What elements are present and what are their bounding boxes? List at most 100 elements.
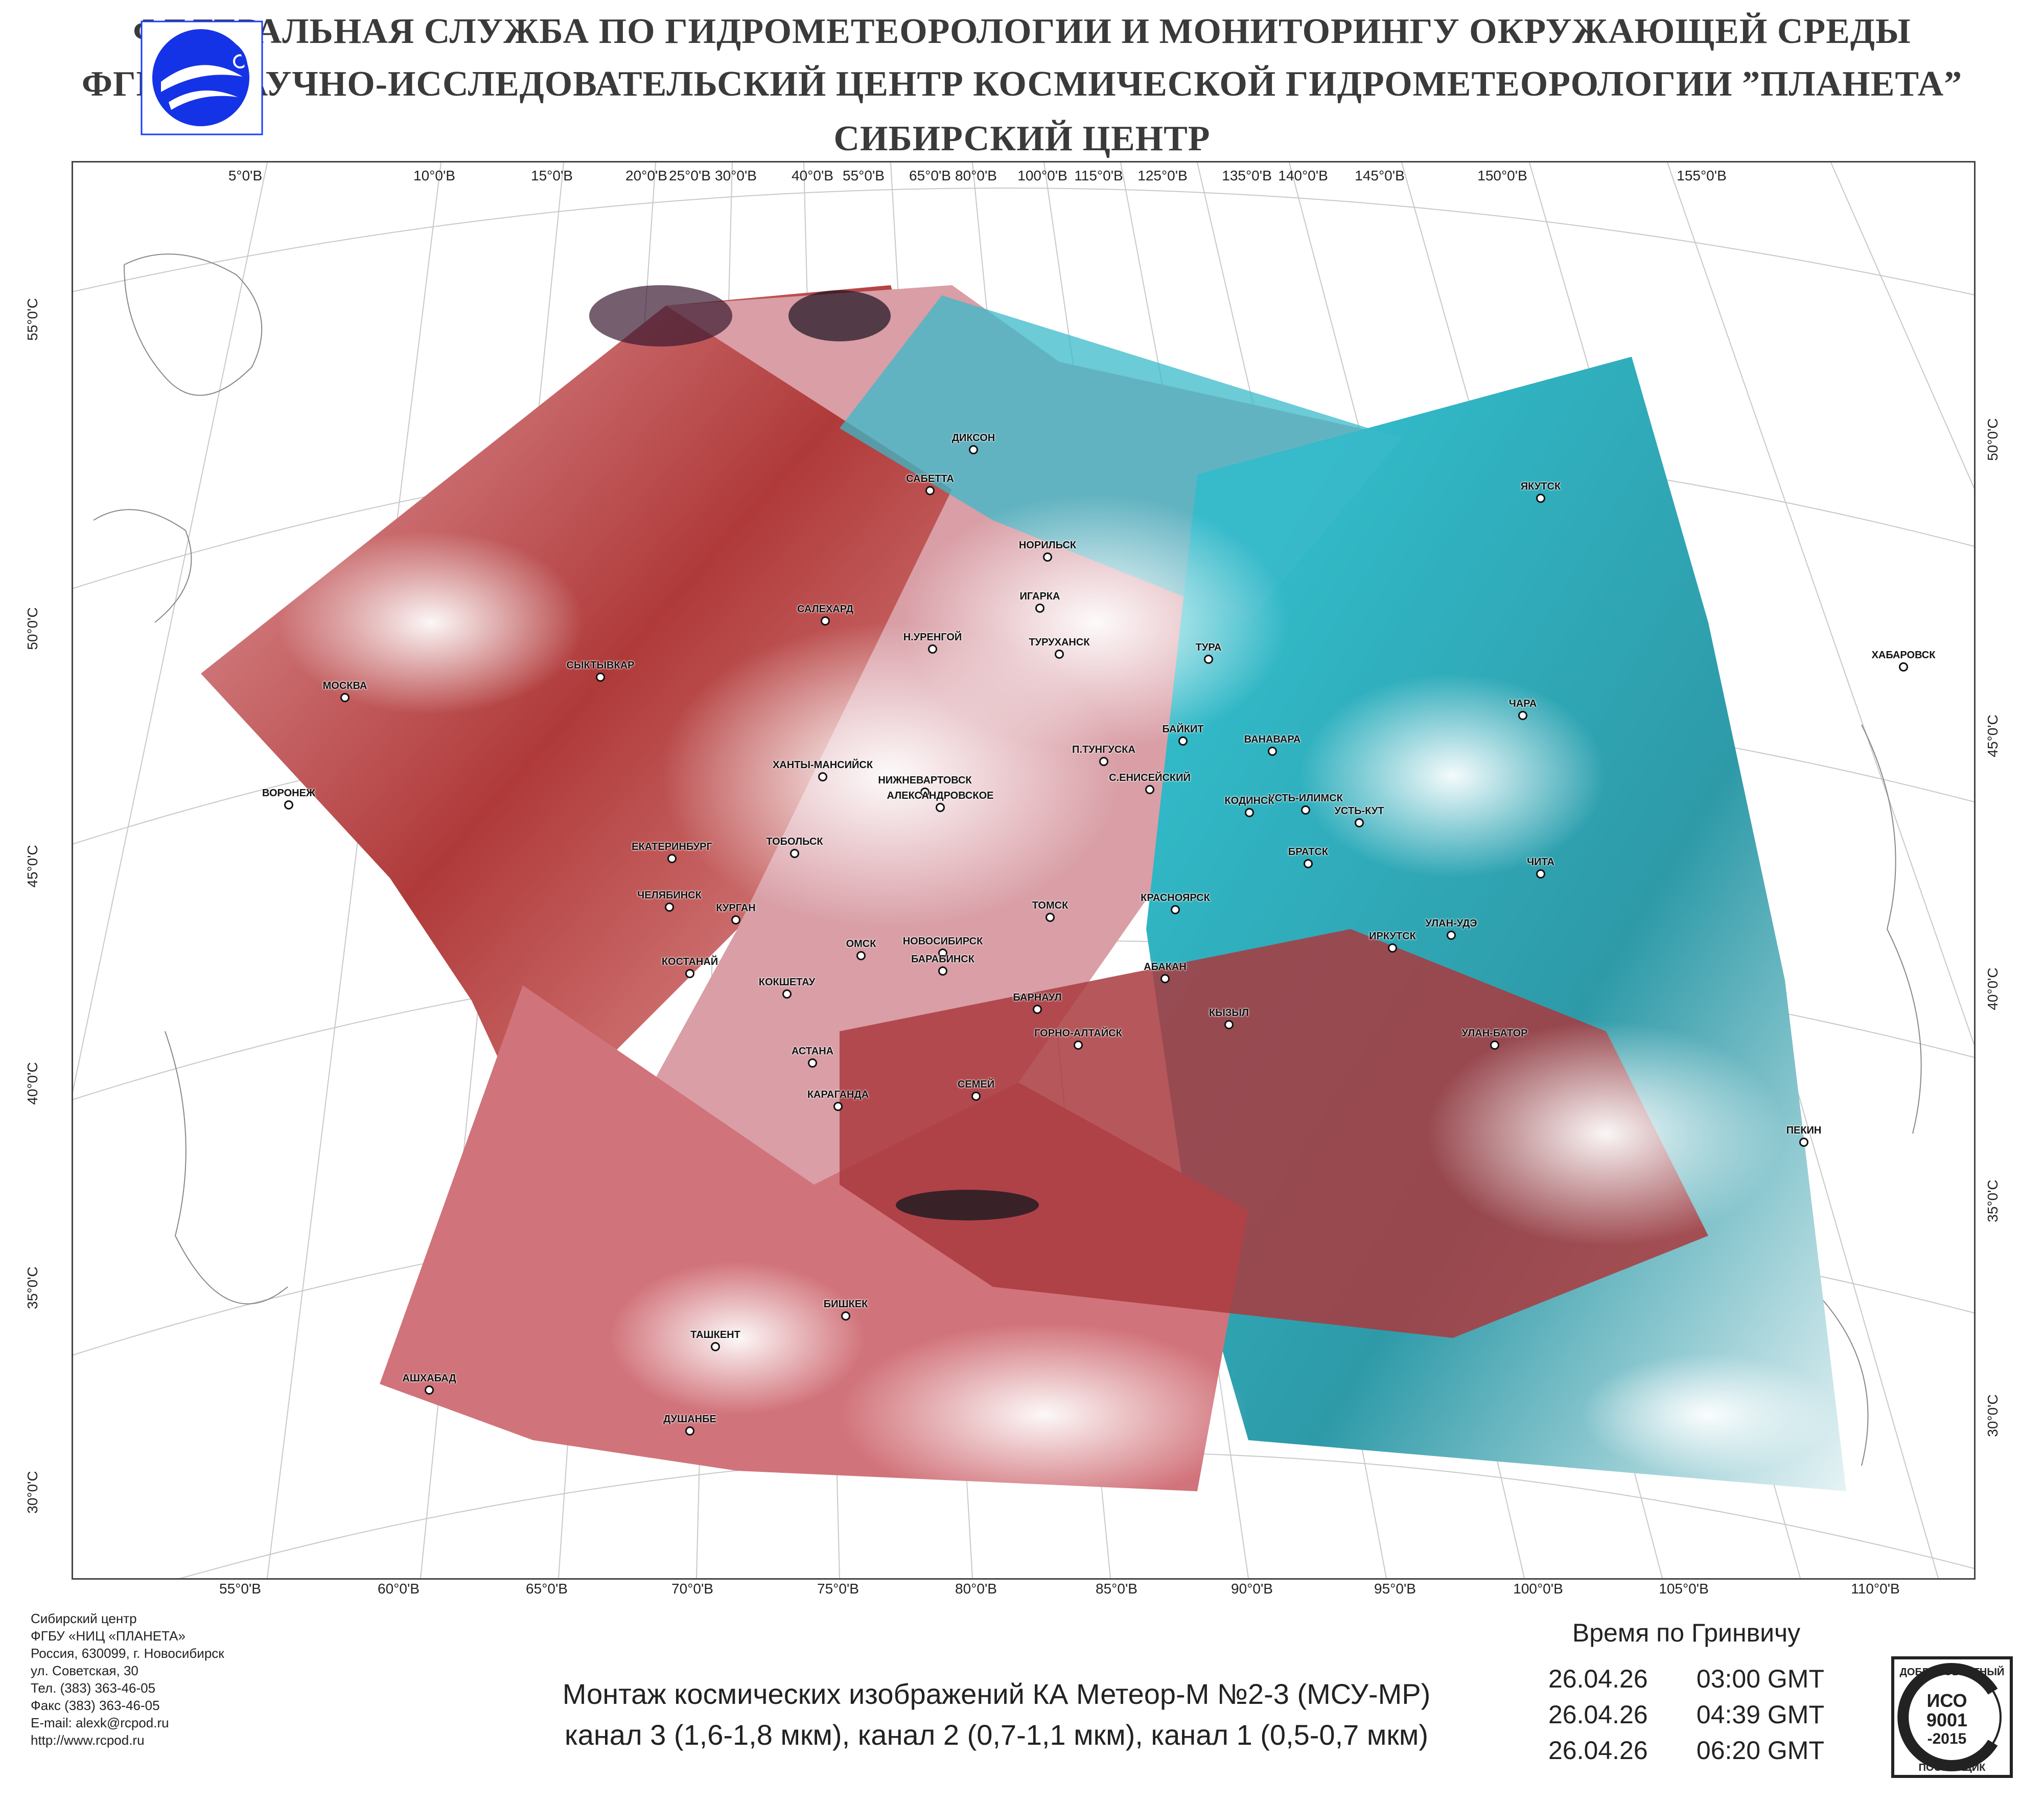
- city-label: САЛЕХАРД: [797, 604, 854, 615]
- left-latitude-label: 30°0'С: [25, 1471, 40, 1514]
- city-marker-icon: [790, 849, 799, 858]
- gmt-times: Время по Гринвичу 26.04.26 03:00 GMT 26.…: [1543, 1615, 1829, 1768]
- city-marker-icon: [1536, 869, 1545, 879]
- city-marker-icon: [1518, 711, 1527, 720]
- city-label: КУРГАН: [716, 903, 756, 914]
- city-label: ЧАРА: [1508, 698, 1537, 709]
- time-row: 26.04.26 04:39 GMT: [1543, 1697, 1829, 1732]
- phone-line: Тел. (383) 363-46-05: [31, 1680, 156, 1696]
- top-longitude-label: 145°0'В: [1355, 168, 1405, 183]
- coastlines: [93, 253, 1922, 1466]
- time-value: 06:20 GMT: [1696, 1736, 1824, 1765]
- city-marker-icon: [938, 949, 947, 958]
- top-longitude-label: 150°0'В: [1477, 168, 1527, 183]
- city-label: МОСКВА: [322, 680, 367, 691]
- top-longitude-label: 10°0'В: [413, 168, 455, 183]
- city-label: СЫКТЫВКАР: [566, 660, 635, 671]
- city-label: ХАБАРОВСК: [1871, 650, 1936, 661]
- city-marker-icon: [711, 1342, 720, 1351]
- bottom-longitude-label: 60°0'В: [378, 1581, 420, 1597]
- top-longitude-label: 140°0'В: [1278, 168, 1328, 183]
- city-marker-icon: [665, 903, 674, 912]
- bottom-longitude-label: 95°0'В: [1374, 1581, 1416, 1597]
- city-label: ТАШКЕНТ: [690, 1329, 740, 1340]
- city-label: КЫЗЫЛ: [1209, 1007, 1249, 1019]
- city-label: КОСТАНАЙ: [661, 956, 718, 967]
- city-label: ИРКУТСК: [1369, 931, 1416, 942]
- top-longitude-label: 100°0'В: [1017, 168, 1067, 183]
- city-marker-icon: [425, 1385, 434, 1395]
- city-label: КОКШЕТАУ: [758, 977, 816, 988]
- iso-line-1: ИСО: [1927, 1690, 1967, 1711]
- bottom-longitude-label: 55°0'В: [219, 1581, 261, 1597]
- city-label: СЕМЕЙ: [957, 1079, 995, 1090]
- top-longitude-label: 115°0'В: [1074, 168, 1123, 183]
- bottom-longitude-label: 90°0'В: [1231, 1581, 1273, 1597]
- city-label: ГОРНО-АЛТАЙСК: [1034, 1028, 1122, 1039]
- city-marker-icon: [782, 989, 792, 999]
- city-label: ИГАРКА: [1019, 591, 1060, 602]
- right-latitude-label: 40°0'С: [1985, 967, 2001, 1010]
- top-longitude-label: 15°0'В: [531, 168, 573, 183]
- time-value: 04:39 GMT: [1696, 1700, 1824, 1729]
- city-label: ЕКАТЕРИНБУРГ: [632, 841, 712, 852]
- city-label: ДИКСОН: [951, 432, 995, 444]
- city-marker-icon: [1046, 913, 1055, 922]
- top-longitude-label: 20°0'В: [625, 168, 667, 183]
- city-marker-icon: [1899, 662, 1908, 672]
- city-marker-icon: [1447, 931, 1456, 940]
- city-label: БАЙКИТ: [1162, 724, 1204, 735]
- bottom-longitude-label: 80°0'В: [955, 1581, 997, 1597]
- bottom-longitude-label: 65°0'В: [526, 1581, 568, 1597]
- address-line: ФГБУ «НИЦ «ПЛАНЕТА»: [31, 1628, 185, 1644]
- city-marker-icon: [596, 673, 605, 682]
- left-latitude-label: 55°0'С: [25, 298, 40, 341]
- satellite-map: [72, 161, 1976, 1580]
- planeta-logo: [141, 20, 263, 135]
- city-label: АШХАБАД: [402, 1373, 456, 1384]
- city-label: АЛЕКСАНДРОВСКОЕ: [887, 790, 994, 801]
- time-row: 26.04.26 03:00 GMT: [1543, 1661, 1829, 1697]
- address-line: Россия, 630099, г. Новосибирск: [31, 1646, 224, 1661]
- top-longitude-label: 30°0'В: [715, 168, 757, 183]
- top-longitude-label: 155°0'В: [1677, 168, 1727, 183]
- bottom-longitude-label: 70°0'В: [671, 1581, 713, 1597]
- city-marker-icon: [808, 1058, 817, 1068]
- city-label: НОРИЛЬСК: [1018, 540, 1077, 551]
- address-line: ул. Советская, 30: [31, 1663, 138, 1678]
- iso-bottom-text: ПОСТАВЩИК: [1919, 1762, 1986, 1773]
- iso-certification-badge: ДОБРОСОВЕСТНЫЙ ИСО 9001 -2015 ПОСТАВЩИК: [1891, 1656, 2013, 1778]
- city-label: УЛАН-БАТОР: [1461, 1028, 1528, 1039]
- city-marker-icon: [1490, 1041, 1499, 1050]
- right-latitude-label: 35°0'С: [1985, 1180, 2001, 1222]
- bottom-longitude-label: 100°0'В: [1513, 1581, 1563, 1597]
- email-line[interactable]: E-mail: alexk@rcpod.ru: [31, 1715, 169, 1730]
- header-line-1: ФЕДЕРАЛЬНАЯ СЛУЖБА ПО ГИДРОМЕТЕОРОЛОГИИ …: [133, 12, 1911, 51]
- city-label: ТУРА: [1195, 642, 1222, 653]
- header-line-2: ФГБУ “НАУЧНО-ИССЛЕДОВАТЕЛЬСКИЙ ЦЕНТР КОС…: [81, 64, 1963, 104]
- city-marker-icon: [1178, 736, 1188, 746]
- city-marker-icon: [841, 1311, 850, 1321]
- city-marker-icon: [920, 788, 930, 797]
- city-marker-icon: [1301, 805, 1310, 815]
- time-row: 26.04.26 06:20 GMT: [1543, 1732, 1829, 1768]
- iso-top-text: ДОБРОСОВЕСТНЫЙ: [1900, 1666, 2005, 1678]
- city-marker-icon: [284, 800, 293, 810]
- city-label: С.ЕНИСЕЙСКИЙ: [1109, 772, 1191, 783]
- city-label: ХАНТЫ-МАНСИЙСК: [772, 759, 873, 771]
- bottom-longitude-label: 110°0'В: [1851, 1581, 1900, 1597]
- city-label: УСТЬ-ИЛИМСК: [1268, 793, 1343, 804]
- time-date: 26.04.26: [1548, 1700, 1648, 1729]
- address-line: Сибирский центр: [31, 1611, 137, 1626]
- city-marker-icon: [1043, 552, 1052, 562]
- city-label: БАРНАУЛ: [1013, 992, 1062, 1003]
- city-marker-icon: [938, 966, 947, 976]
- city-label: Н.УРЕНГОЙ: [903, 632, 962, 643]
- top-longitude-label: 25°0'В: [669, 168, 711, 183]
- city-label: ВАНАВАРА: [1244, 734, 1301, 745]
- city-marker-icon: [1224, 1020, 1234, 1029]
- address-block: Сибирский центр ФГБУ «НИЦ «ПЛАНЕТА» Росс…: [31, 1610, 224, 1749]
- city-label: ОМСК: [846, 938, 876, 950]
- city-marker-icon: [1035, 604, 1044, 613]
- website-link[interactable]: http://www.rcpod.ru: [31, 1732, 145, 1748]
